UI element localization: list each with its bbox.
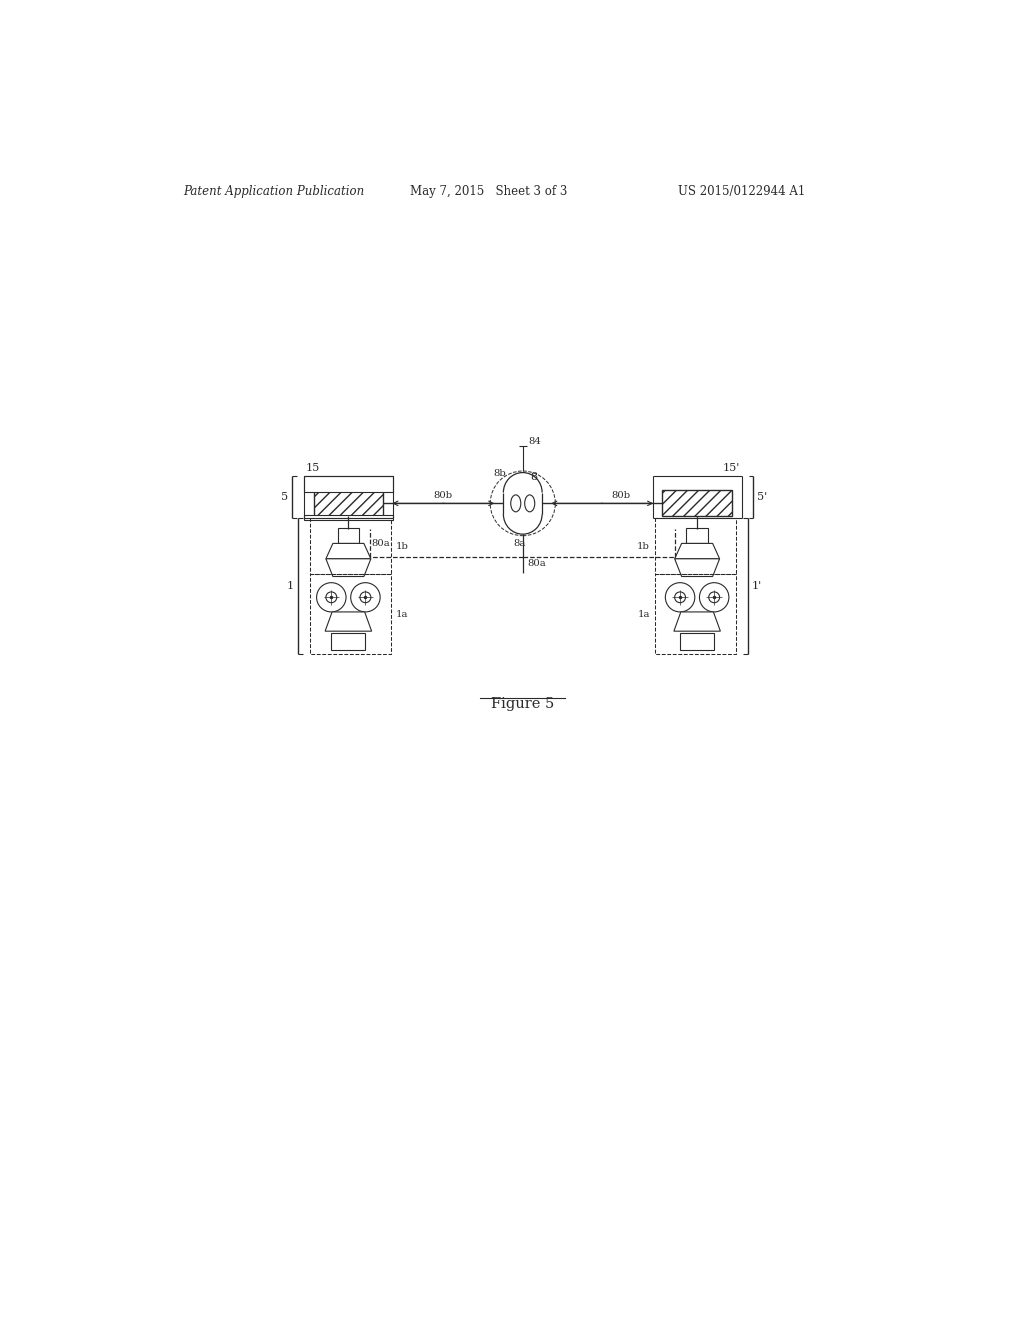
Text: 15': 15' [722,463,740,474]
Circle shape [664,582,694,612]
Circle shape [316,582,345,612]
Bar [661,490,732,516]
Circle shape [708,591,718,603]
Polygon shape [326,544,371,558]
Text: Figure 5: Figure 5 [490,697,554,710]
Bar [313,490,383,516]
Text: 8: 8 [530,473,537,482]
Bar [686,528,707,544]
Bar [331,632,365,649]
Bar [337,528,359,544]
Ellipse shape [511,495,521,512]
Bar [680,632,713,649]
Circle shape [351,582,380,612]
Polygon shape [325,612,371,631]
Bar [304,477,392,492]
Text: 1': 1' [751,581,761,591]
Text: 15: 15 [305,463,319,474]
Text: 1: 1 [286,581,293,591]
Bar [304,515,392,520]
Circle shape [326,591,336,603]
Text: 80b: 80b [611,491,631,500]
Text: 8b: 8b [493,469,505,478]
Polygon shape [674,612,719,631]
Text: 1b: 1b [395,541,409,550]
Text: 80a: 80a [371,539,390,548]
Text: Patent Application Publication: Patent Application Publication [183,185,364,198]
Polygon shape [674,558,718,577]
Polygon shape [326,558,371,577]
Text: 8a: 8a [513,539,526,548]
Text: 80a: 80a [527,560,545,569]
Text: 84: 84 [528,437,540,446]
Ellipse shape [524,495,534,512]
Text: 1b: 1b [636,541,649,550]
Polygon shape [674,544,718,558]
Text: 5: 5 [281,492,288,502]
Text: May 7, 2015   Sheet 3 of 3: May 7, 2015 Sheet 3 of 3 [410,185,568,198]
Circle shape [360,591,371,603]
Text: 80b: 80b [433,491,452,500]
Text: 5': 5' [756,492,766,502]
Text: 1a: 1a [637,610,649,619]
Text: US 2015/0122944 A1: US 2015/0122944 A1 [677,185,804,198]
Circle shape [699,582,729,612]
Text: 1a: 1a [395,610,408,619]
Circle shape [674,591,685,603]
